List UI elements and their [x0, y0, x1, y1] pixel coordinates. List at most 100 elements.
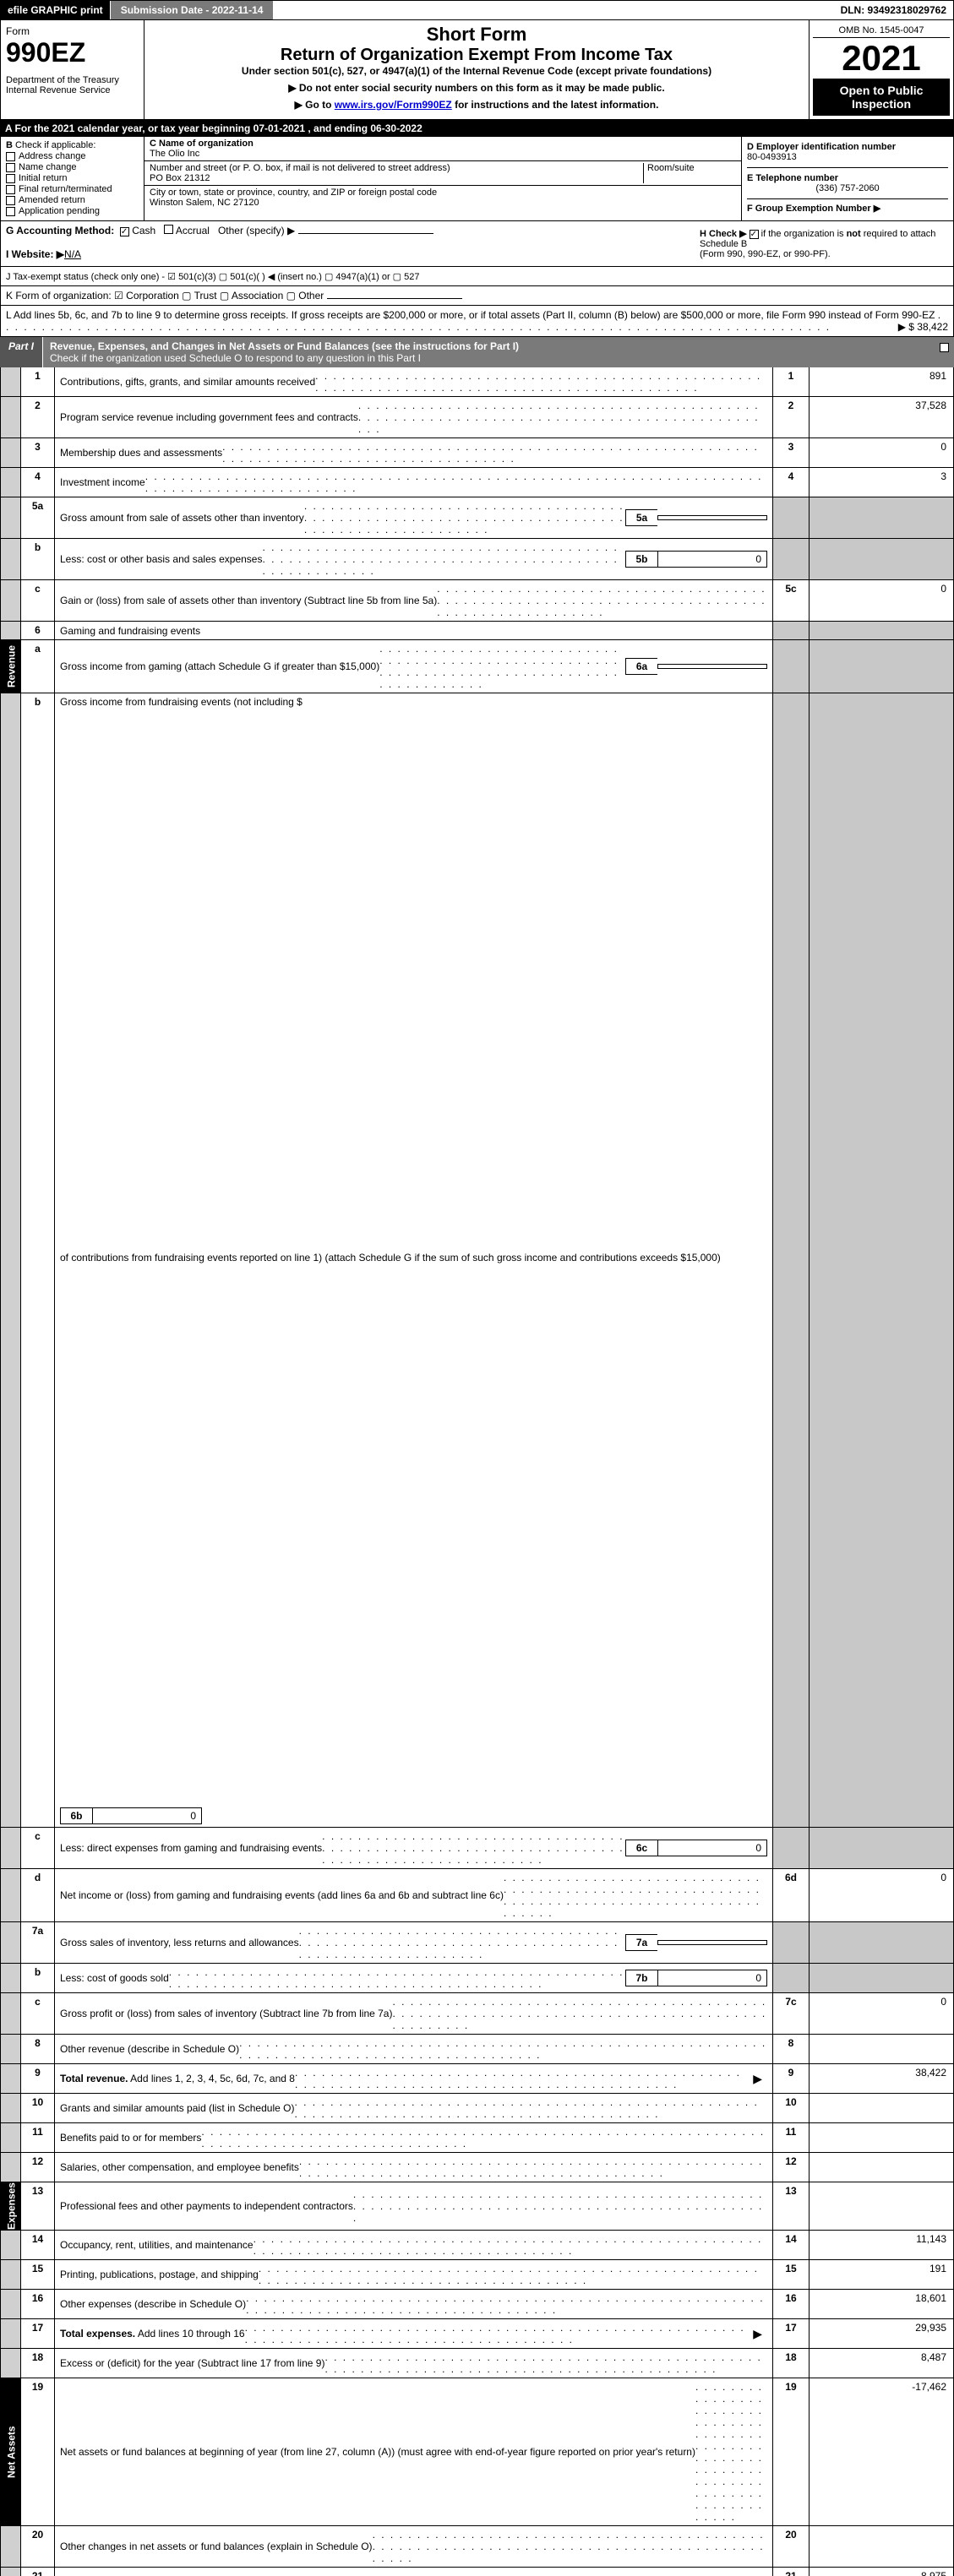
- b-check-if: Check if applicable:: [15, 140, 95, 150]
- header-mid: Short Form Return of Organization Exempt…: [144, 20, 810, 119]
- goto-link[interactable]: www.irs.gov/Form990EZ: [335, 99, 452, 111]
- cb-accrual[interactable]: [164, 225, 173, 234]
- cb-name-change[interactable]: Name change: [6, 162, 139, 172]
- line-value: 3: [810, 468, 953, 497]
- line-row: 5aGross amount from sale of assets other…: [0, 497, 954, 539]
- part-1-label: Part I: [0, 337, 43, 367]
- line-value: 29,935: [810, 2319, 953, 2348]
- line-num: 7a: [21, 1922, 55, 1963]
- cb-address-change[interactable]: Address change: [6, 151, 139, 161]
- cb-final-return[interactable]: Final return/terminated: [6, 184, 139, 194]
- side-blank: [1, 622, 21, 639]
- sub-num: 6a: [625, 658, 657, 675]
- line-value: 37,528: [810, 397, 953, 437]
- website-lbl: I Website: ▶: [6, 248, 64, 260]
- line-num: 2: [21, 397, 55, 437]
- k-other-input[interactable]: [327, 298, 462, 299]
- form-number: 990EZ: [6, 37, 139, 68]
- section-bcd: B Check if applicable: Address change Na…: [0, 137, 954, 221]
- short-form-title: Short Form: [150, 24, 804, 46]
- line-row: cGain or (loss) from sale of assets othe…: [0, 580, 954, 622]
- cb-h[interactable]: [750, 230, 759, 239]
- line-row: 20Other changes in net assets or fund ba…: [0, 2526, 954, 2568]
- line-desc: Salaries, other compensation, and employ…: [55, 2153, 772, 2182]
- line-row: 15Printing, publications, postage, and s…: [0, 2260, 954, 2290]
- cb-amended-return[interactable]: Amended return: [6, 195, 139, 205]
- line-value: [810, 1922, 953, 1963]
- part-1-check-text: Check if the organization used Schedule …: [50, 352, 421, 364]
- line-value: [810, 2094, 953, 2122]
- line-row: bLess: cost or other basis and sales exp…: [0, 539, 954, 580]
- line-num: 20: [21, 2526, 55, 2567]
- city-val: Winston Salem, NC 27120: [150, 198, 736, 208]
- line-num: 4: [21, 468, 55, 497]
- accrual-lbl: Accrual: [176, 225, 210, 236]
- omb-number: OMB No. 1545-0047: [813, 24, 950, 38]
- line-value: [810, 2123, 953, 2152]
- other-input[interactable]: [298, 233, 433, 234]
- side-blank: [1, 580, 21, 621]
- part-1-checkbox[interactable]: [935, 337, 954, 367]
- line-value: 8,487: [810, 2349, 953, 2378]
- line-row: Net Assets19Net assets or fund balances …: [0, 2378, 954, 2526]
- line-row: 18Excess or (deficit) for the year (Subt…: [0, 2349, 954, 2378]
- cb-application-pending[interactable]: Application pending: [6, 206, 139, 216]
- c-name-lbl: C Name of organization: [150, 139, 253, 149]
- right-line-num: [772, 1922, 810, 1963]
- line-num: 9: [21, 2064, 55, 2093]
- line-desc: Total revenue. Add lines 1, 2, 3, 4, 5c,…: [55, 2064, 772, 2093]
- line-row: dNet income or (loss) from gaming and fu…: [0, 1869, 954, 1922]
- line-desc: Benefits paid to or for members: [55, 2123, 772, 2152]
- right-line-num: 4: [772, 468, 810, 497]
- side-blank: Expenses: [1, 2182, 21, 2230]
- line-value: 11,143: [810, 2231, 953, 2259]
- goto-prefix: ▶ Go to: [295, 99, 335, 111]
- right-line-num: 14: [772, 2231, 810, 2259]
- line-num: 8: [21, 2035, 55, 2063]
- line-desc: Other changes in net assets or fund bala…: [55, 2526, 772, 2567]
- b-label: B: [6, 140, 13, 150]
- h-txt2: if the organization is: [761, 229, 847, 239]
- line-row: 1Contributions, gifts, grants, and simil…: [0, 367, 954, 397]
- line-num: 6: [21, 622, 55, 639]
- line-num: 21: [21, 2568, 55, 2576]
- sub-val: 0: [657, 1840, 767, 1856]
- dept-label: Department of the Treasury Internal Reve…: [6, 75, 139, 95]
- line-num: 17: [21, 2319, 55, 2348]
- col-c: C Name of organization The Olio Inc Numb…: [144, 137, 742, 220]
- cb-cash[interactable]: [120, 227, 129, 236]
- line-value: 0: [810, 1993, 953, 2034]
- side-blank: [1, 1964, 21, 1992]
- subtitle: Under section 501(c), 527, or 4947(a)(1)…: [150, 65, 804, 77]
- cb-initial-return[interactable]: Initial return: [6, 173, 139, 183]
- side-blank: [1, 2035, 21, 2063]
- cb-label: Amended return: [19, 195, 85, 205]
- side-blank: [1, 2094, 21, 2122]
- line-value: [810, 640, 953, 693]
- side-blank: [1, 2290, 21, 2318]
- header-right: OMB No. 1545-0047 2021 Open to Public In…: [810, 20, 953, 119]
- line-value: [810, 693, 953, 1827]
- side-blank: [1, 1828, 21, 1868]
- website-val: N/A: [64, 248, 81, 260]
- form-header: Form 990EZ Department of the Treasury In…: [0, 20, 954, 120]
- line-desc: Less: cost or other basis and sales expe…: [55, 539, 772, 579]
- line-row: 9Total revenue. Add lines 1, 2, 3, 4, 5c…: [0, 2064, 954, 2094]
- efile-print[interactable]: efile GRAPHIC print: [1, 1, 110, 19]
- line-num: b: [21, 1964, 55, 1992]
- l-text: L Add lines 5b, 6c, and 7b to line 9 to …: [6, 309, 935, 321]
- line-desc: Grants and similar amounts paid (list in…: [55, 2094, 772, 2122]
- line-num: 16: [21, 2290, 55, 2318]
- tel-lbl: E Telephone number: [747, 173, 838, 183]
- line-value: 0: [810, 438, 953, 467]
- right-line-num: 3: [772, 438, 810, 467]
- right-line-num: 7c: [772, 1993, 810, 2034]
- part-1-header: Part I Revenue, Expenses, and Changes in…: [0, 337, 954, 367]
- side-blank: [1, 2319, 21, 2348]
- right-line-num: [772, 693, 810, 1827]
- g-acct-lbl: G Accounting Method:: [6, 225, 114, 236]
- line-num: 15: [21, 2260, 55, 2289]
- line-value: [810, 497, 953, 538]
- line-num: b: [21, 539, 55, 579]
- line-value: -8,975: [810, 2568, 953, 2576]
